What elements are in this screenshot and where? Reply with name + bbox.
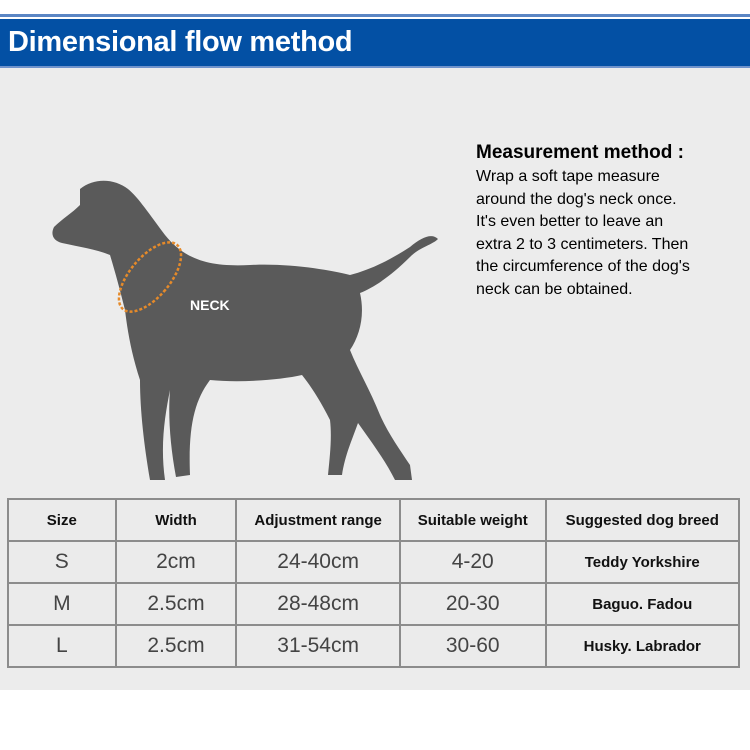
cell-weight: 20-30 (398, 582, 547, 626)
cell-weight: 4-20 (398, 540, 547, 584)
method-line: the circumference of the dog's (476, 258, 690, 275)
header-suitable-weight: Suitable weight (398, 498, 547, 542)
header-top-line (0, 14, 750, 17)
cell-weight: 30-60 (398, 624, 547, 668)
cell-range: 28-48cm (235, 582, 401, 626)
measurement-method: Measurement method : Wrap a soft tape me… (476, 142, 746, 301)
method-line: neck can be obtained. (476, 280, 633, 298)
method-line: Wrap a soft tape measure (476, 168, 660, 185)
tape-measure (117, 241, 183, 313)
cell-range: 31-54cm (235, 624, 401, 668)
page-title: Dimensional flow method (8, 26, 353, 58)
method-line: extra 2 to 3 centimeters. Then (476, 235, 689, 253)
header-width: Width (114, 498, 238, 542)
dog-silhouette (52, 180, 438, 480)
table-row: L 2.5cm 31-54cm 30-60 Husky. Labrador (7, 624, 741, 668)
header-adjustment-range: Adjustment range (235, 498, 401, 542)
header-suggested-breed: Suggested dog breed (544, 498, 741, 542)
cell-breed: Baguo. Fadou (544, 582, 741, 626)
dog-illustration: NECK (52, 180, 438, 480)
cell-breed: Husky. Labrador (544, 624, 741, 668)
cell-width: 2cm (114, 540, 238, 584)
table-row: M 2.5cm 28-48cm 20-30 Baguo. Fadou (7, 582, 741, 626)
cell-size: L (7, 624, 117, 668)
method-text: Wrap a soft tape measure around the dog'… (476, 166, 746, 301)
header-bar: Dimensional flow method (0, 19, 750, 68)
method-title: Measurement method : (476, 142, 684, 163)
cell-range: 24-40cm (235, 540, 401, 584)
size-table: Size Width Adjustment range Suitable wei… (7, 498, 741, 668)
cell-size: S (7, 540, 117, 584)
neck-label: NECK (190, 297, 230, 313)
cell-breed: Teddy Yorkshire (544, 540, 741, 584)
header-size: Size (7, 498, 117, 542)
method-line: around the dog's neck once. (476, 190, 677, 208)
cell-width: 2.5cm (114, 582, 238, 626)
cell-width: 2.5cm (114, 624, 238, 668)
table-header-row: Size Width Adjustment range Suitable wei… (7, 498, 741, 542)
cell-size: M (7, 582, 117, 626)
table-row: S 2cm 24-40cm 4-20 Teddy Yorkshire (7, 540, 741, 584)
method-line: It's even better to leave an (476, 213, 664, 230)
